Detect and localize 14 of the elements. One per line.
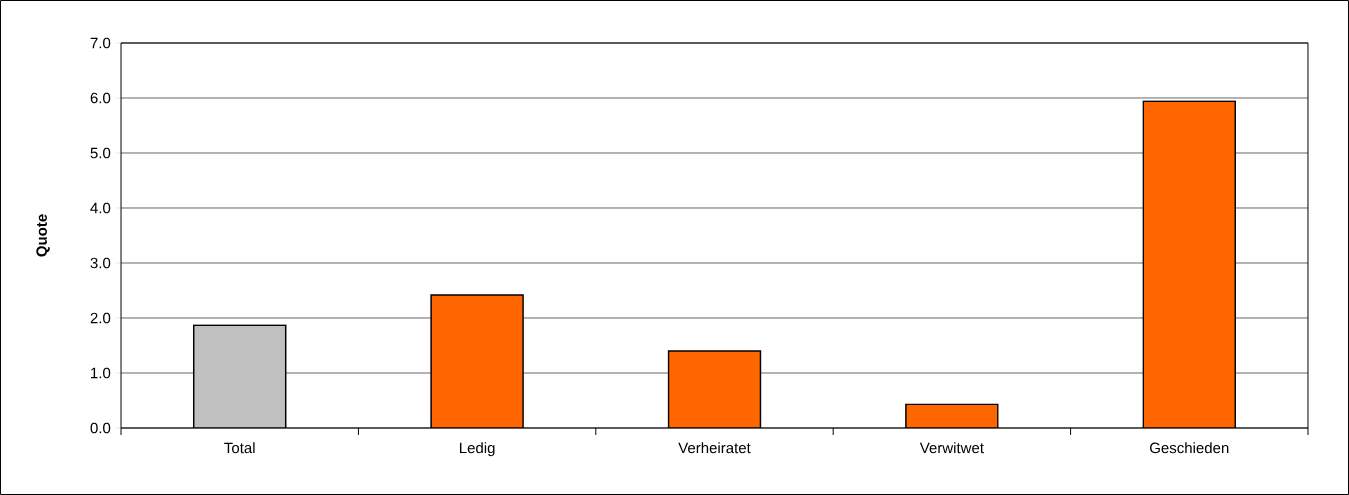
- x-tick-label: Verwitwet: [919, 442, 984, 454]
- y-tick-label: 3.0: [90, 257, 111, 269]
- y-tick-label: 5.0: [90, 147, 111, 159]
- x-tick-label: Geschieden: [1150, 442, 1229, 454]
- y-axis-title: Quote: [36, 214, 50, 257]
- y-tick-label: 0.0: [90, 422, 111, 434]
- y-tick-label: 2.0: [90, 312, 111, 324]
- y-tick-label: 1.0: [91, 367, 111, 379]
- x-tick-label: Ledig: [459, 442, 495, 457]
- y-tick-label: 4.0: [90, 202, 111, 214]
- x-tick-label: Verheiratet: [678, 442, 751, 454]
- y-tick-label: 7.0: [90, 37, 111, 49]
- y-tick-label: 6.0: [90, 92, 111, 104]
- x-tick-label: Total: [224, 442, 255, 454]
